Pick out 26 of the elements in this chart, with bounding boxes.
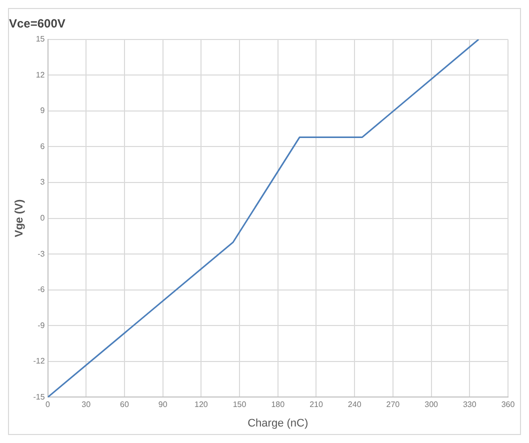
y-tick-label: -15	[33, 392, 46, 402]
x-tick-label: 270	[386, 400, 400, 410]
y-tick-label: 6	[40, 142, 46, 151]
y-tick-label: 0	[40, 214, 46, 223]
x-tick-label: 240	[348, 400, 362, 410]
y-tick-label: -3	[38, 249, 46, 258]
chart-title: Vce=600V	[9, 16, 66, 31]
y-tick-label: 15	[36, 34, 46, 44]
x-tick-label: 30	[82, 400, 92, 410]
y-tick-label: -6	[38, 285, 46, 294]
x-tick-label: 330	[462, 400, 477, 410]
y-tick-label: -12	[33, 356, 46, 366]
x-tick-label: 150	[232, 400, 247, 410]
x-tick-label: 180	[271, 400, 286, 410]
y-tick-label: 12	[36, 70, 46, 80]
x-tick-label: 90	[158, 400, 168, 410]
y-axis-title: Vge (V)	[14, 199, 26, 238]
x-tick-label: 210	[310, 400, 324, 410]
x-tick-label: 60	[120, 400, 130, 410]
x-axis-title: Charge (nC)	[248, 417, 308, 430]
x-tick-label: 360	[501, 400, 516, 410]
x-tick-label: 120	[194, 400, 208, 410]
y-tick-label: 3	[40, 178, 46, 187]
x-tick-label: 300	[424, 400, 439, 410]
y-tick-label: 9	[40, 106, 46, 116]
y-tick-label: -9	[38, 320, 46, 330]
